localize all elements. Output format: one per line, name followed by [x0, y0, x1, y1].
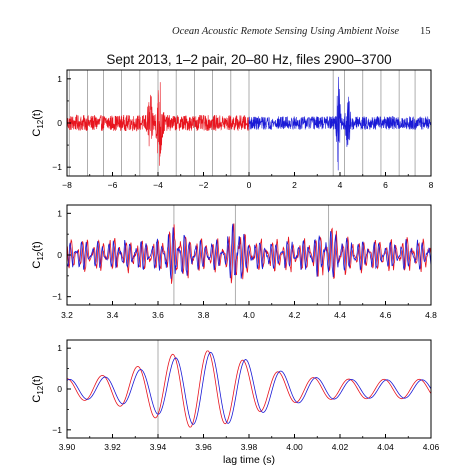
x-tick-label: 3.98 [241, 442, 258, 452]
x-tick-label: 4 [338, 180, 343, 190]
x-axis-label: lag time (s) [223, 454, 275, 466]
y-tick-label: 1 [57, 208, 62, 218]
x-tick-label: 8 [429, 180, 434, 190]
x-tick-label: 3.90 [59, 442, 76, 452]
x-tick-label: 4.02 [332, 442, 349, 452]
y-tick-label: 0 [57, 384, 62, 394]
series-line-negative_lag [67, 223, 431, 284]
x-tick-label: 4.6 [380, 310, 392, 320]
page-header: Ocean Acoustic Remote Sensing Using Ambi… [172, 26, 400, 37]
x-tick-label: 0 [247, 180, 252, 190]
x-tick-label: 4.04 [377, 442, 394, 452]
page-number: 15 [420, 26, 431, 37]
y-tick-label: 1 [57, 343, 62, 353]
plot-frame [66, 339, 432, 439]
y-tick-label: 0 [57, 118, 62, 128]
x-tick-label: 4.4 [334, 310, 346, 320]
y-tick-label: 0 [57, 250, 62, 260]
chart-panel-2: 3.2 3.4 3.6 3.8 4.0 4.2 4.4 4.6 4.8 1 0 −1 C12(t) [31, 204, 437, 320]
x-tick-label: 4.2 [289, 310, 301, 320]
chart-title: Sept 2013, 1–2 pair, 20–80 Hz, files 290… [106, 52, 391, 67]
series-line-negative_lag [67, 350, 431, 428]
x-tick-label: −6 [108, 180, 118, 190]
series-line-negative_lag [67, 82, 250, 166]
chart-panel-1: Sept 2013, 1–2 pair, 20–80 Hz, files 290… [31, 52, 434, 190]
y-axis-label: C12(t) [31, 109, 45, 136]
y-tick-label: −1 [52, 425, 62, 435]
series-line-positive_lag [67, 223, 431, 279]
x-tick-label: 3.96 [195, 442, 212, 452]
y-tick-label: −1 [52, 162, 62, 172]
x-tick-label: 3.4 [107, 310, 119, 320]
x-tick-label: 3.8 [198, 310, 210, 320]
x-tick-label: 2 [292, 180, 297, 190]
x-tick-label: −8 [62, 180, 72, 190]
x-tick-label: 6 [383, 180, 388, 190]
x-tick-label: 3.2 [61, 310, 73, 320]
x-tick-label: 4.8 [425, 310, 437, 320]
x-tick-label: −4 [153, 180, 163, 190]
x-tick-label: 4.0 [243, 310, 255, 320]
x-tick-label: 3.92 [104, 442, 121, 452]
y-tick-label: 1 [57, 74, 62, 84]
series-line-positive_lag [67, 351, 431, 425]
x-tick-label: 3.94 [150, 442, 167, 452]
x-tick-label: −2 [199, 180, 209, 190]
chart-panel-3: 3.90 3.92 3.94 3.96 3.98 4.00 4.02 4.04 4.06 1 0 −1… [31, 339, 440, 466]
x-tick-label: 3.6 [152, 310, 164, 320]
x-tick-label: 4.06 [423, 442, 440, 452]
series-line-positive_lag [248, 76, 431, 171]
y-axis-label: C12(t) [31, 375, 45, 402]
y-tick-label: −1 [52, 292, 62, 302]
x-tick-label: 4.00 [286, 442, 303, 452]
y-axis-label: C12(t) [31, 241, 45, 268]
